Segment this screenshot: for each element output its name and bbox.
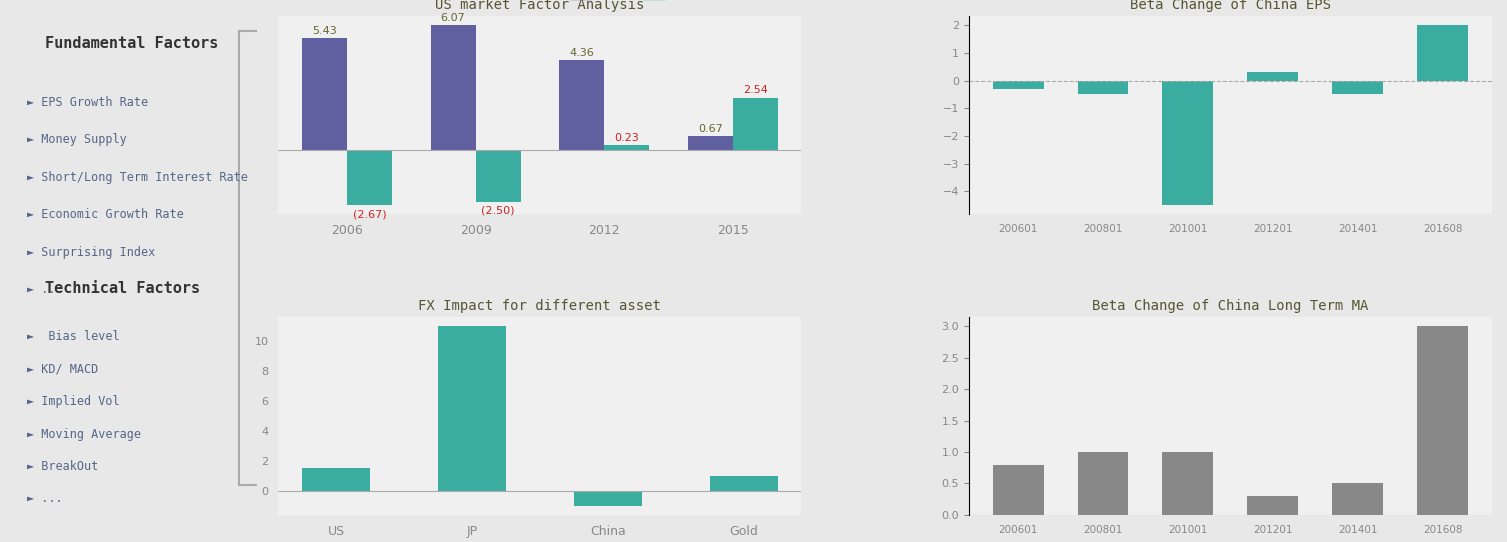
- Text: (2.67): (2.67): [353, 209, 386, 220]
- Bar: [1162, 81, 1213, 205]
- Text: 5.43: 5.43: [312, 26, 338, 36]
- Text: ► EPS Growth Rate: ► EPS Growth Rate: [27, 96, 149, 109]
- Text: ► Implied Vol: ► Implied Vol: [27, 395, 121, 408]
- Bar: [710, 476, 778, 491]
- Text: ► Surprising Index: ► Surprising Index: [27, 246, 155, 259]
- Text: 4.36: 4.36: [570, 48, 594, 58]
- Text: ► Moving Average: ► Moving Average: [27, 428, 142, 441]
- Title: US market Factor Analysis: US market Factor Analysis: [436, 0, 645, 12]
- Bar: [1248, 72, 1299, 81]
- Text: ► KD/ MACD: ► KD/ MACD: [27, 363, 99, 376]
- Bar: [1417, 326, 1468, 515]
- Bar: [476, 150, 520, 202]
- Bar: [1332, 81, 1383, 94]
- Text: ► ...: ► ...: [27, 283, 63, 296]
- Text: Fundamental Factors: Fundamental Factors: [45, 36, 219, 51]
- Bar: [347, 150, 392, 205]
- Title: FX Impact for different asset: FX Impact for different asset: [419, 299, 662, 313]
- Text: 0.23: 0.23: [615, 133, 639, 143]
- Title: Beta Change of China Long Term MA: Beta Change of China Long Term MA: [1093, 299, 1368, 313]
- Bar: [1332, 483, 1383, 515]
- Title: Beta Change of China EPS: Beta Change of China EPS: [1130, 0, 1331, 12]
- Text: ► Short/Long Term Interest Rate: ► Short/Long Term Interest Rate: [27, 171, 249, 184]
- Text: ► Money Supply: ► Money Supply: [27, 133, 127, 146]
- Bar: [301, 38, 347, 150]
- Bar: [574, 491, 642, 506]
- Text: Technical Factors: Technical Factors: [45, 281, 200, 295]
- Text: ►  Bias level: ► Bias level: [27, 331, 121, 344]
- Text: (2.50): (2.50): [481, 206, 515, 216]
- Text: ► ...: ► ...: [27, 493, 63, 506]
- Text: 0.67: 0.67: [698, 124, 722, 134]
- Bar: [604, 145, 650, 150]
- Bar: [993, 81, 1043, 89]
- Bar: [1078, 452, 1129, 515]
- Text: ► Economic Growth Rate: ► Economic Growth Rate: [27, 208, 184, 221]
- Bar: [993, 464, 1043, 515]
- Bar: [1162, 452, 1213, 515]
- Bar: [301, 468, 371, 491]
- Text: 2.54: 2.54: [743, 86, 767, 95]
- Bar: [439, 326, 506, 491]
- Text: 6.07: 6.07: [440, 13, 466, 23]
- Bar: [1248, 496, 1299, 515]
- Bar: [687, 137, 732, 150]
- Bar: [1078, 81, 1129, 94]
- Bar: [431, 25, 476, 150]
- Bar: [732, 98, 778, 150]
- Bar: [559, 61, 604, 150]
- Legend: EPS, Dollar Index: EPS, Dollar Index: [564, 0, 746, 5]
- Bar: [1417, 25, 1468, 81]
- Text: ► BreakOut: ► BreakOut: [27, 460, 99, 473]
